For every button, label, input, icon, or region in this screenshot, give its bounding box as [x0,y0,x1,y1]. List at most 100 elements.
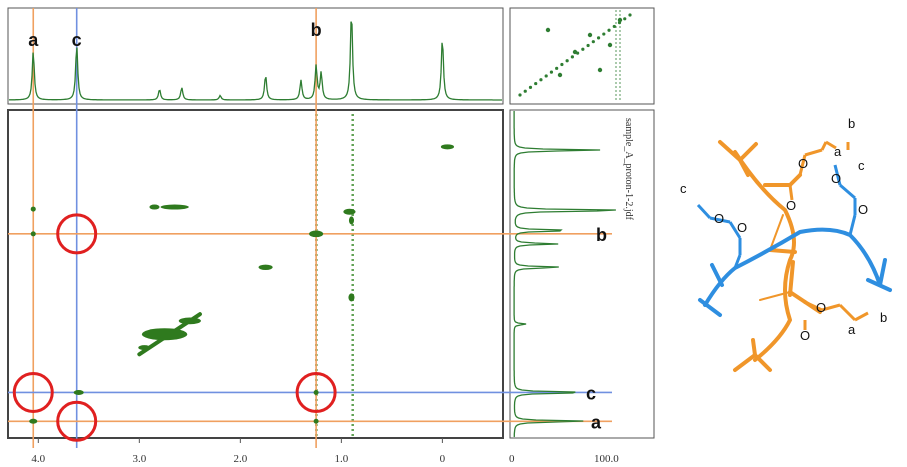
cross-peaks [29,144,455,424]
noise-dot [351,279,354,281]
noise-dot [351,184,354,186]
label-a-top: a [28,30,39,50]
noise-dot [351,249,354,251]
mini-dot [534,81,538,86]
label-c-top: c [72,30,82,50]
x-tick-label: 4.0 [31,453,45,465]
noise-dot [351,264,354,266]
x-tick-label: 1.0 [334,453,348,465]
mol-label-a-2: a [848,322,856,337]
noise-dot [351,324,354,326]
mol-label-a-1: a [834,144,842,159]
noise-dot [351,224,354,226]
mini-dot [591,40,595,44]
highlight-circle [12,371,54,413]
noise-dot [351,154,354,156]
noise-dot [351,434,354,436]
mini-dot [623,17,627,21]
cross-peak [30,206,36,212]
ester-o-2: O [786,198,796,213]
noise-dot [351,274,354,276]
cross-peak [29,418,38,424]
noise-dot [351,394,354,396]
top-spectrum-panel [7,7,504,105]
noise-dot [351,134,354,136]
ester-o-8: O [831,171,841,186]
noise-dot [351,194,354,196]
noise-dot [351,119,354,121]
noise-dot [351,329,354,331]
noise-dot [351,414,354,416]
noise-dot [351,319,354,321]
noise-dot [351,354,354,356]
noise-dot [351,139,354,141]
noise-dot [351,289,354,291]
noise-dot [351,409,354,411]
mini-dot [557,72,563,78]
mini-dot [555,66,559,70]
cross-peak [313,389,319,395]
cross-peak [348,293,355,302]
diagonal-ridge [137,312,202,357]
ester-o-6: O [714,211,724,226]
mol-label-c-1: c [858,158,865,173]
mini-dot [528,85,533,89]
polymer-structure-diagram: O O O O O O O O a b c c [680,116,892,372]
right-tick-0: 0 [509,453,515,465]
ester-o-1: O [798,156,808,171]
highlight-circle [56,400,98,442]
right-spectrum-panel [509,109,655,439]
x-axis-ticks: 4.0 3.0 2.0 1.0 0 [31,438,446,465]
noise-dot [351,314,354,316]
label-b-top: b [311,20,322,40]
ester-o-7: O [858,202,868,217]
noise-dot [351,304,354,306]
mini-dot [581,47,585,51]
noise-dot [351,214,354,216]
highlight-circles [12,213,337,442]
noise-dot [351,159,354,161]
mini-dot [602,32,606,36]
noise-dot [351,129,354,131]
cross-peak [348,216,354,225]
noise-dot [351,404,354,406]
cross-peak [73,389,84,395]
mini-dot [607,28,611,32]
noise-dot [351,244,354,246]
mol-label-b-2: b [880,310,887,325]
noise-dot [351,419,354,421]
cross-peak [313,418,319,424]
noise-dot [351,174,354,176]
mini-dot [518,93,522,97]
noise-dot [351,399,354,401]
file-label: sample_A_proton-1-2.jdf [623,118,634,221]
highlight-circle [295,371,337,413]
noise-dot [351,349,354,351]
noise-dot [351,369,354,371]
mini-dot [544,74,548,78]
noise-dot [351,429,354,431]
noise-dot [351,234,354,236]
noise-dot [351,359,354,361]
cross-peak [30,231,36,237]
label-b-right: b [596,225,607,245]
mini-dot [549,70,554,74]
x-tick-label: 3.0 [132,453,146,465]
noise-dot [351,339,354,341]
mol-label-c-2: c [680,181,687,196]
noise-dot [351,164,354,166]
noise-dot [351,309,354,311]
noise-dot [351,374,354,376]
top-spectrum-trace [8,21,502,101]
mol-label-b-1: b [848,116,855,131]
mini-dot [628,13,632,17]
noise-dot [351,169,354,171]
noise-dot [351,389,354,391]
ester-o-4: O [800,328,810,343]
ester-o-5: O [737,220,747,235]
label-a-right: a [591,412,602,432]
noise-dot [351,189,354,191]
noise-dot [351,204,354,206]
mini-dot [612,24,616,29]
